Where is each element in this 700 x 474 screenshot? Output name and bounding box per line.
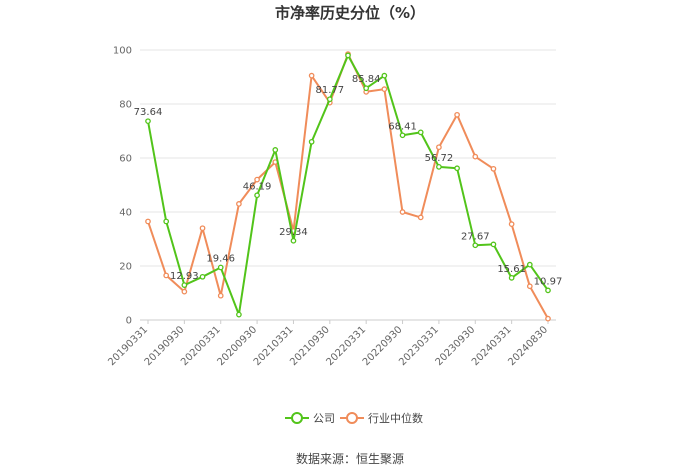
data-source: 数据来源：恒生聚源: [295, 452, 404, 466]
data-point-industry: [308, 72, 315, 79]
data-point-company: [363, 85, 370, 92]
data-label: 46.19: [243, 181, 272, 192]
y-tick-label: 80: [119, 100, 132, 111]
data-point-industry: [472, 153, 479, 160]
chart-title: 市净率历史分位（%）: [274, 4, 426, 22]
series-line-industry: [147, 53, 549, 320]
legend-swatch-marker: [291, 412, 303, 424]
data-point-company: [163, 218, 170, 225]
data-point-industry: [526, 283, 533, 290]
data-point-company: [417, 129, 424, 136]
data-label: 19.46: [206, 253, 235, 264]
data-point-company: [290, 237, 297, 244]
data-point-company: [454, 165, 460, 172]
data-point-company: [436, 164, 442, 170]
data-point-company: [254, 192, 260, 199]
data-point-company: [381, 72, 388, 79]
x-tick-label: 20240830: [506, 324, 550, 368]
data-label: 73.64: [134, 107, 163, 118]
data-label: 15.61: [497, 264, 526, 275]
data-point-company: [490, 241, 497, 248]
legend-swatch-marker: [346, 412, 358, 424]
data-point-industry: [217, 292, 224, 299]
data-point-industry: [545, 315, 551, 322]
series-line-company: [147, 54, 549, 316]
y-tick-label: 40: [119, 208, 132, 219]
data-point-company: [217, 264, 224, 271]
y-tick-label: 60: [119, 154, 132, 165]
data-point-company: [181, 282, 188, 288]
data-label: 85.84: [352, 74, 381, 85]
data-point-industry: [236, 201, 242, 207]
data-point-industry: [454, 111, 460, 118]
data-point-company: [272, 147, 279, 153]
data-point-company: [399, 132, 406, 139]
data-point-company: [236, 311, 242, 318]
legend-label: 行业中位数: [368, 411, 423, 425]
legend-label: 公司: [313, 412, 335, 425]
data-point-company: [545, 287, 551, 294]
data-label: 29.34: [279, 227, 308, 238]
y-tick-label: 100: [113, 46, 132, 57]
data-point-company: [308, 138, 315, 145]
data-label: 10.97: [534, 276, 563, 287]
data-point-company: [508, 275, 515, 281]
data-point-company: [345, 52, 351, 59]
data-point-company: [326, 96, 333, 103]
data-point-industry: [181, 288, 188, 295]
data-point-industry: [145, 218, 151, 225]
y-tick-label: 20: [119, 262, 132, 273]
y-tick-label: 0: [126, 316, 132, 327]
data-label: 81.77: [315, 85, 344, 96]
data-point-industry: [399, 209, 406, 215]
data-label: 12.93: [170, 271, 199, 282]
data-point-company: [145, 118, 151, 125]
data-point-industry: [254, 176, 260, 183]
data-point-company: [472, 242, 479, 249]
data-point-industry: [508, 221, 515, 227]
data-point-industry: [199, 225, 206, 232]
data-point-industry: [381, 86, 388, 93]
data-label: 27.67: [461, 231, 490, 242]
data-point-company: [199, 273, 206, 280]
data-point-industry: [417, 214, 424, 221]
data-label: 56.72: [425, 153, 454, 164]
data-point-industry: [490, 165, 497, 172]
data-point-industry: [436, 144, 442, 151]
data-label: 68.41: [388, 121, 417, 132]
data-point-company: [526, 261, 533, 268]
data-point-industry: [163, 272, 170, 279]
